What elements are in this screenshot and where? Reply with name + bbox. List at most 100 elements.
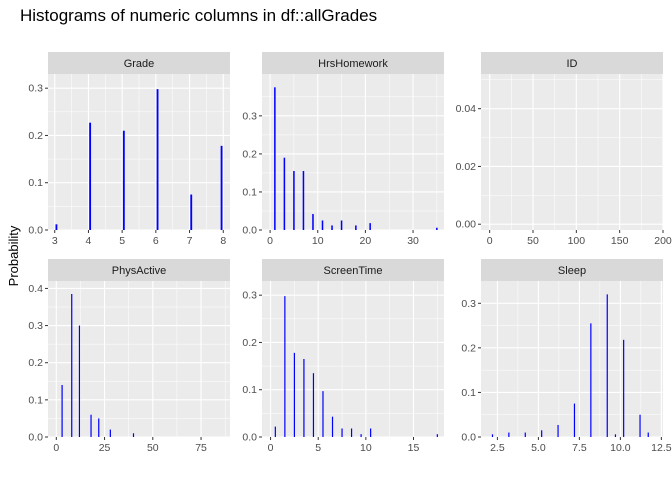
panel-background: [481, 281, 663, 437]
histogram-bar: [61, 385, 63, 437]
x-tick-label: 10.0: [610, 442, 631, 454]
x-tick-label: 0: [487, 235, 493, 247]
panel-background: [262, 74, 444, 230]
histogram-bar: [369, 223, 371, 230]
histogram-bar: [132, 433, 135, 437]
y-tick-label: 0.3: [242, 110, 257, 122]
facet-id: ID 0.00 0.02 0.04 0 50 100 150 200: [456, 52, 672, 247]
histogram-bar: [331, 225, 333, 230]
x-tick-label: 3: [52, 235, 58, 247]
x-tick-label: 20: [360, 235, 372, 247]
histogram-bar: [283, 157, 286, 230]
x-tick-label: 0: [53, 442, 59, 454]
histogram-bar: [321, 220, 324, 230]
histogram-bar: [341, 428, 343, 437]
facet-hrshomework: HrsHomework 0.0 0.1 0.2 0.3 0 10 20 30: [242, 52, 444, 247]
y-tick-label: 0.0: [242, 225, 257, 237]
histogram-bar: [274, 426, 276, 437]
x-tick-label: 5.0: [531, 442, 546, 454]
y-tick-label: 0.1: [242, 186, 257, 198]
facet-strip: [262, 259, 444, 281]
histogram-bar: [220, 145, 223, 230]
x-tick-label: 12.5: [651, 442, 672, 454]
chart-title: Histograms of numeric columns in df::all…: [20, 6, 377, 25]
histogram-bar: [322, 391, 324, 437]
y-tick-label: 0.3: [28, 83, 43, 95]
y-tick-label: 0.1: [28, 394, 43, 406]
histogram-bar: [302, 171, 305, 230]
y-tick-label: 0.1: [461, 387, 476, 399]
x-tick-label: 10: [360, 442, 372, 454]
x-tick-label: 4: [86, 235, 92, 247]
x-tick-label: 25: [99, 442, 111, 454]
y-tick-label: 0.00: [456, 219, 477, 231]
x-tick-label: 2.5: [490, 442, 505, 454]
y-axis-label: Probability: [6, 225, 21, 286]
y-tick-label: 0.3: [28, 320, 43, 332]
y-tick-label: 0.3: [242, 290, 257, 302]
histogram-bar: [573, 403, 576, 437]
histogram-bar: [340, 220, 343, 230]
histogram-bar: [557, 424, 559, 437]
histogram-bar: [293, 352, 295, 437]
y-tick-label: 0.2: [28, 357, 43, 369]
histogram-bar: [71, 294, 73, 437]
histogram-bar: [606, 294, 608, 437]
histogram-bar: [190, 194, 193, 230]
histogram-bar: [312, 214, 314, 230]
y-tick-label: 0.0: [461, 432, 476, 444]
histogram-bar: [541, 430, 543, 437]
histogram-bar: [284, 296, 286, 437]
histogram-bar: [370, 428, 372, 437]
histogram-bar: [508, 432, 510, 437]
facet-strip: [48, 259, 230, 281]
histogram-bar: [98, 418, 100, 437]
histogram-bar: [614, 434, 617, 437]
x-tick-label: 15: [408, 442, 420, 454]
y-tick-label: 0.2: [242, 337, 257, 349]
x-tick-label: 5: [119, 235, 125, 247]
histogram-bar: [312, 373, 315, 437]
facet-strip: [48, 52, 230, 74]
y-tick-label: 0.2: [242, 148, 257, 160]
histogram-bar: [90, 414, 92, 437]
x-tick-label: 5: [315, 442, 321, 454]
histogram-bar: [331, 416, 334, 437]
histogram-bar: [647, 432, 649, 437]
y-tick-label: 0.0: [28, 225, 43, 237]
facet-grid: Grade 0.0 0.1 0.2 0.3 3 4 5 6 7 8 HrsHomework 0.0 0.1…: [28, 52, 672, 454]
facet-sleep: Sleep 0.0 0.1 0.2 0.3 2.5 5.0 7.5 10.0 12.5: [461, 259, 672, 454]
x-tick-label: 75: [195, 442, 207, 454]
x-tick-label: 8: [220, 235, 226, 247]
facet-grade: Grade 0.0 0.1 0.2 0.3 3 4 5 6 7 8: [28, 52, 230, 247]
histogram-bar: [293, 171, 295, 230]
histogram-bar: [303, 359, 305, 437]
facet-strip: [262, 52, 444, 74]
facet-strip-label: HrsHomework: [318, 58, 388, 70]
x-tick-label: 7: [187, 235, 193, 247]
histogram-bar: [623, 339, 625, 437]
y-tick-label: 0.0: [242, 432, 257, 444]
x-tick-label: 0: [268, 442, 274, 454]
y-tick-label: 0.4: [28, 283, 43, 295]
y-tick-label: 0.3: [461, 298, 476, 310]
x-tick-label: 30: [407, 235, 419, 247]
y-tick-label: 0.2: [28, 130, 43, 142]
facet-strip-label: ID: [567, 58, 578, 70]
facet-strip: [481, 52, 663, 74]
histogram-bar: [524, 432, 526, 437]
facet-strip-label: ScreenTime: [324, 265, 383, 277]
y-tick-label: 0.0: [28, 432, 43, 444]
y-tick-label: 0.04: [456, 103, 477, 115]
x-tick-label: 100: [568, 235, 586, 247]
y-tick-label: 0.1: [242, 384, 257, 396]
x-tick-label: 10: [312, 235, 324, 247]
facet-strip: [481, 259, 663, 281]
histogram-bar: [639, 414, 641, 437]
histogram-bar: [89, 122, 92, 230]
x-tick-label: 6: [153, 235, 159, 247]
panel-background: [481, 74, 663, 230]
facet-screentime: ScreenTime 0.0 0.1 0.2 0.3 0 5 10 15: [242, 259, 444, 454]
histogram-bar: [350, 428, 353, 437]
